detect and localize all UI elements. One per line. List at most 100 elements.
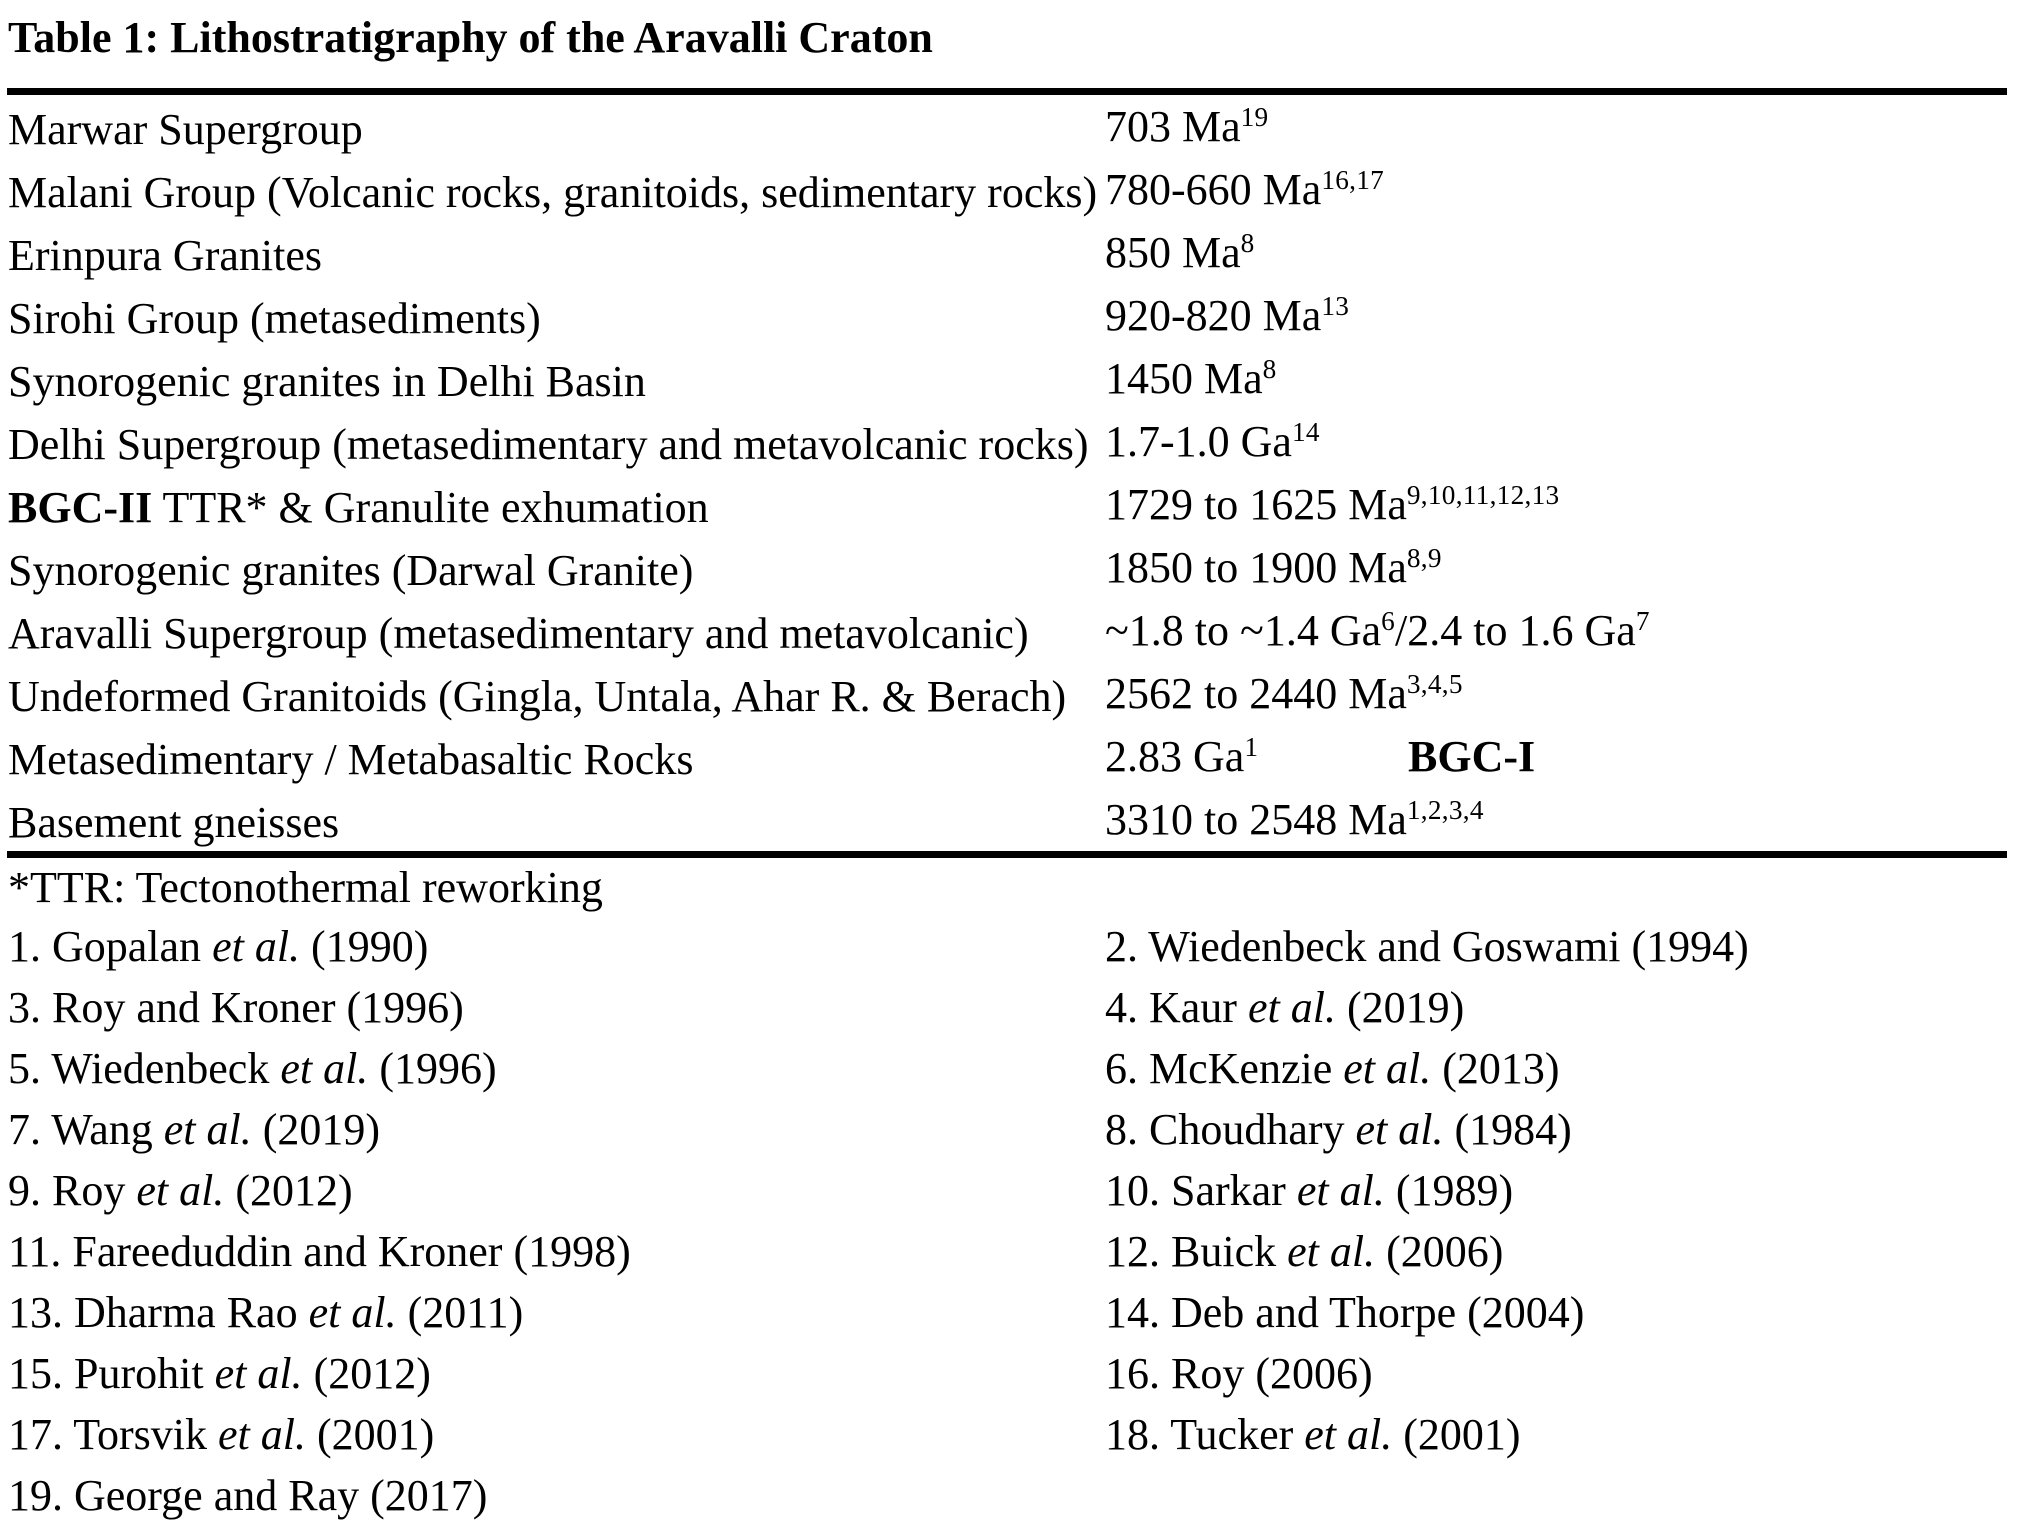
text-segment: et al. (212, 922, 301, 971)
unit-cell: Aravalli Supergroup (metasedimentary and… (8, 602, 1105, 665)
text-segment: 2.83 Ga (1105, 732, 1245, 781)
table-row: Malani Group (Volcanic rocks, granitoids… (0, 158, 2018, 221)
text-segment: 5. Wiedenbeck (8, 1044, 281, 1093)
text-segment: et al. (280, 1044, 369, 1093)
text-segment: ~1.8 to ~1.4 Ga (1105, 606, 1382, 655)
unit-cell: BGC-II TTR* & Granulite exhumation (8, 476, 1105, 539)
age-cell: 1450 Ma8 (1105, 347, 2018, 416)
reference-item: 18. Tucker et al. (2001) (1105, 1404, 2018, 1465)
text-segment: (1989) (1384, 1166, 1514, 1215)
age-cell: 780-660 Ma16,17 (1105, 158, 2018, 227)
table-row: Metasedimentary / Metabasaltic Rocks 2.83… (0, 725, 2018, 788)
reference-item: 5. Wiedenbeck et al. (1996) (8, 1038, 1105, 1099)
text-segment: 12. Buick (1105, 1227, 1288, 1276)
text-segment: Delhi Supergroup (metasedimentary and me… (8, 420, 1089, 469)
age-cell: 920-820 Ma13 (1105, 284, 2018, 353)
text-segment: et al. (136, 1166, 225, 1215)
reference-row: 17. Torsvik et al. (2001) 18. Tucker et a… (0, 1404, 2018, 1465)
age-cell: 1729 to 1625 Ma9,10,11,12,13 (1105, 473, 2018, 542)
text-segment: (1996) (368, 1044, 497, 1093)
text-segment: Sirohi Group (metasediments) (8, 294, 541, 343)
text-segment: 14. Deb and Thorpe (2004) (1105, 1288, 1585, 1337)
table-row: BGC-II TTR* & Granulite exhumation 1729 t… (0, 473, 2018, 536)
text-segment: 2562 to 2440 Ma (1105, 669, 1407, 718)
text-segment: 1.7-1.0 Ga (1105, 417, 1292, 466)
text-segment: 18. Tucker (1105, 1410, 1305, 1459)
text-segment: 3. Roy and Kroner (1996) (8, 983, 464, 1032)
reference-superscript: 1 (1244, 732, 1259, 762)
text-segment: Basement gneisses (8, 798, 340, 847)
reference-item: 2. Wiedenbeck and Goswami (1994) (1105, 916, 2018, 977)
text-segment: Erinpura Granites (8, 231, 322, 280)
table-row: Aravalli Supergroup (metasedimentary and… (0, 599, 2018, 662)
reference-item: 10. Sarkar et al. (1989) (1105, 1160, 2018, 1221)
text-segment: et al. (1343, 1044, 1432, 1093)
age-cell: 2.83 Ga1 BGC-I (1105, 725, 2018, 794)
text-segment: 4. Kaur (1105, 983, 1248, 1032)
text-segment: et al. (308, 1288, 397, 1337)
text-segment: 1450 Ma (1105, 354, 1263, 403)
reference-superscript: 1,2,3,4 (1406, 795, 1484, 825)
reference-item: 6. McKenzie et al. (2013) (1105, 1038, 2018, 1099)
reference-row: 19. George and Ray (2017) (0, 1465, 2018, 1526)
table-row: Delhi Supergroup (metasedimentary and me… (0, 410, 2018, 473)
reference-superscript: 14 (1291, 417, 1320, 447)
unit-cell: Delhi Supergroup (metasedimentary and me… (8, 413, 1105, 476)
unit-cell: Synorogenic granites in Delhi Basin (8, 350, 1105, 413)
reference-item: 7. Wang et al. (2019) (8, 1099, 1105, 1160)
text-segment: (2019) (1335, 983, 1465, 1032)
text-segment: 3310 to 2548 Ma (1105, 795, 1407, 844)
reference-item: 16. Roy (2006) (1105, 1343, 2018, 1404)
reference-row: 11. Fareeduddin and Kroner (1998) 12. Bui… (0, 1221, 2018, 1282)
reference-item: 3. Roy and Kroner (1996) (8, 977, 1105, 1038)
reference-row: 15. Purohit et al. (2012) 16. Roy (2006) (0, 1343, 2018, 1404)
text-segment: et al. (1287, 1227, 1376, 1276)
age-cell: 1.7-1.0 Ga14 (1105, 410, 2018, 479)
unit-cell: Malani Group (Volcanic rocks, granitoids… (8, 161, 1105, 224)
reference-superscript: 16,17 (1321, 165, 1385, 195)
text-segment: 920-820 Ma (1105, 291, 1322, 340)
age-cell: 850 Ma8 (1105, 221, 2018, 290)
strat-table-body: Marwar Supergroup 703 Ma19 Malani Group (V… (0, 95, 2018, 851)
text-segment: et al. (1247, 983, 1336, 1032)
reference-superscript: 6 (1381, 606, 1396, 636)
reference-item: 14. Deb and Thorpe (2004) (1105, 1282, 2018, 1343)
text-segment: (2013) (1431, 1044, 1560, 1093)
text-segment: Marwar Supergroup (8, 105, 363, 154)
reference-row: 13. Dharma Rao et al. (2011) 14. Deb and … (0, 1282, 2018, 1343)
text-segment: et al. (218, 1410, 306, 1459)
reference-row: 3. Roy and Kroner (1996) 4. Kaur et al. (… (0, 977, 2018, 1038)
text-segment: et al. (163, 1105, 252, 1154)
text-segment: 13. Dharma Rao (8, 1288, 309, 1337)
table-caption-block: Table 1: Lithostratigraphy of the Araval… (0, 0, 2018, 88)
text-segment: 16. Roy (2006) (1105, 1349, 1373, 1398)
text-segment: 850 Ma (1105, 228, 1241, 277)
text-segment: 1850 to 1900 Ma (1105, 543, 1407, 592)
text-segment: Synorogenic granites in Delhi Basin (8, 357, 646, 406)
text-segment: TTR* & Granulite exhumation (152, 483, 709, 532)
age-cell: 3310 to 2548 Ma1,2,3,4 (1105, 788, 2018, 857)
text-segment: (2012) (224, 1166, 353, 1215)
reference-superscript: 3,4,5 (1406, 669, 1463, 699)
reference-superscript: 7 (1635, 606, 1650, 636)
text-segment: (2011) (396, 1288, 524, 1337)
table-top-rule (7, 88, 2007, 95)
text-segment: et al. (1355, 1105, 1444, 1154)
reference-row: 1. Gopalan et al. (1990) 2. Wiedenbeck an… (0, 916, 2018, 977)
text-segment: (2006) (1375, 1227, 1504, 1276)
table-row: Undeformed Granitoids (Gingla, Untala, A… (0, 662, 2018, 725)
reference-item: 15. Purohit et al. (2012) (8, 1343, 1105, 1404)
text-segment: (2001) (1392, 1410, 1521, 1459)
unit-cell: Basement gneisses (8, 791, 1105, 854)
reference-item: 11. Fareeduddin and Kroner (1998) (8, 1221, 1105, 1282)
unit-cell: Erinpura Granites (8, 224, 1105, 287)
text-segment: 2. Wiedenbeck and Goswami (1994) (1105, 922, 1749, 971)
unit-cell: Undeformed Granitoids (Gingla, Untala, A… (8, 665, 1105, 728)
age-cell: ~1.8 to ~1.4 Ga6/2.4 to 1.6 Ga7 (1105, 599, 2018, 668)
unit-cell: Marwar Supergroup (8, 98, 1105, 161)
table-row: Synorogenic granites (Darwal Granite) 185… (0, 536, 2018, 599)
bgc-group-label: BGC-I (1408, 732, 1536, 781)
text-segment: 7. Wang (8, 1105, 164, 1154)
reference-superscript: 8 (1240, 228, 1255, 258)
text-segment: et al. (1296, 1166, 1385, 1215)
